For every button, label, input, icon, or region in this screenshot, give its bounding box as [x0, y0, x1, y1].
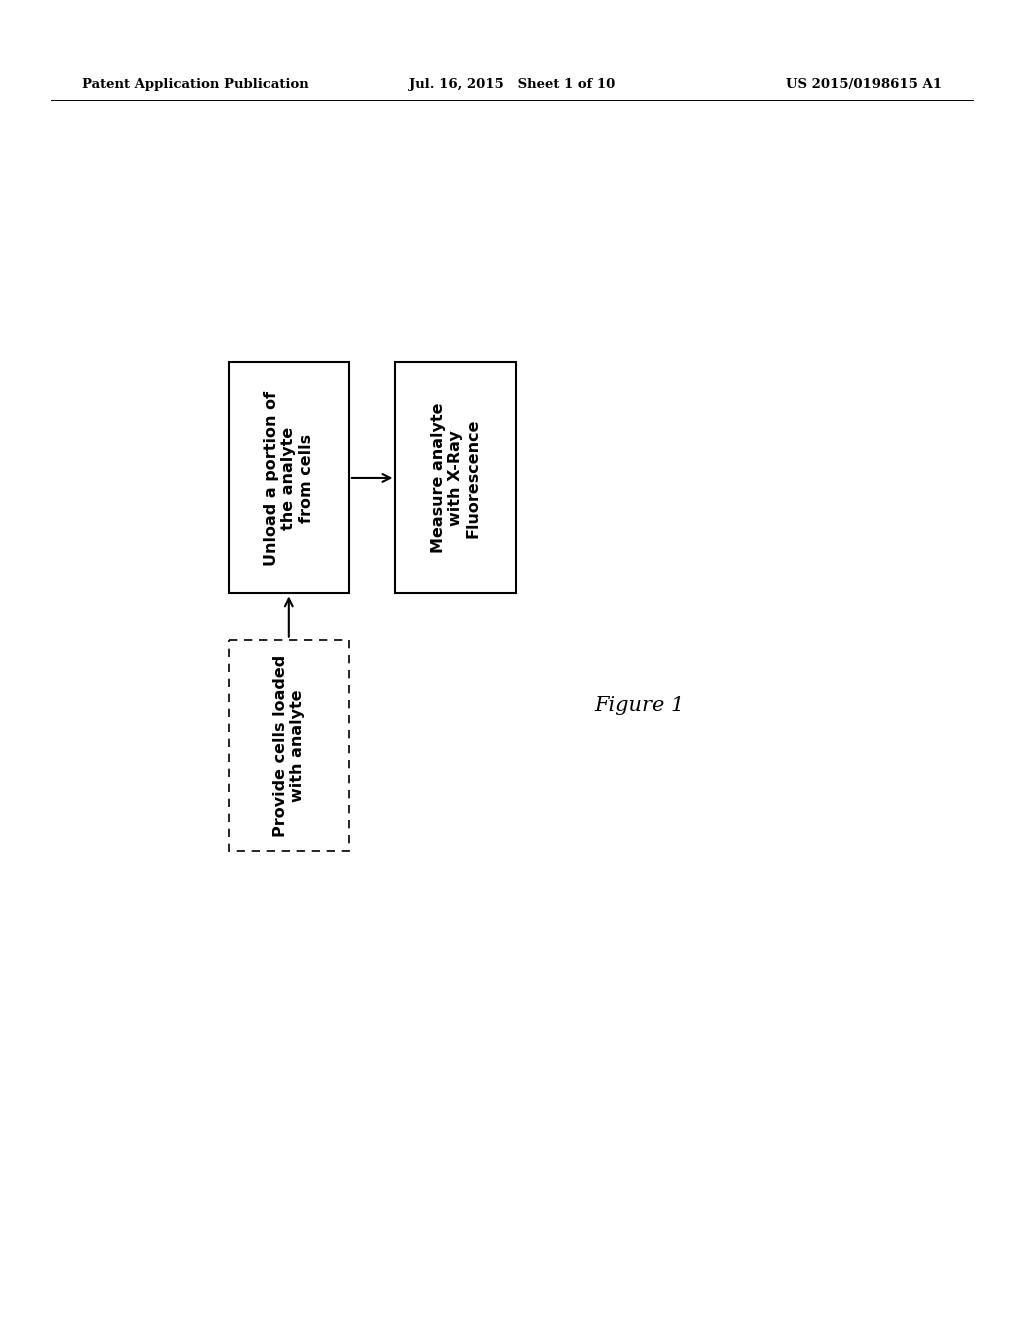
Text: Figure 1: Figure 1 [594, 696, 685, 714]
Text: Unload a portion of
the analyte
from cells: Unload a portion of the analyte from cel… [264, 391, 313, 565]
Bar [395, 363, 515, 594]
Text: Jul. 16, 2015   Sheet 1 of 10: Jul. 16, 2015 Sheet 1 of 10 [409, 78, 615, 91]
Text: US 2015/0198615 A1: US 2015/0198615 A1 [786, 78, 942, 91]
Text: Patent Application Publication: Patent Application Publication [82, 78, 308, 91]
Bar [228, 640, 349, 851]
Bar [228, 363, 349, 594]
Text: Provide cells loaded
with analyte: Provide cells loaded with analyte [272, 655, 305, 837]
Text: Measure analyte
with X-Ray
Fluorescence: Measure analyte with X-Ray Fluorescence [430, 403, 480, 553]
